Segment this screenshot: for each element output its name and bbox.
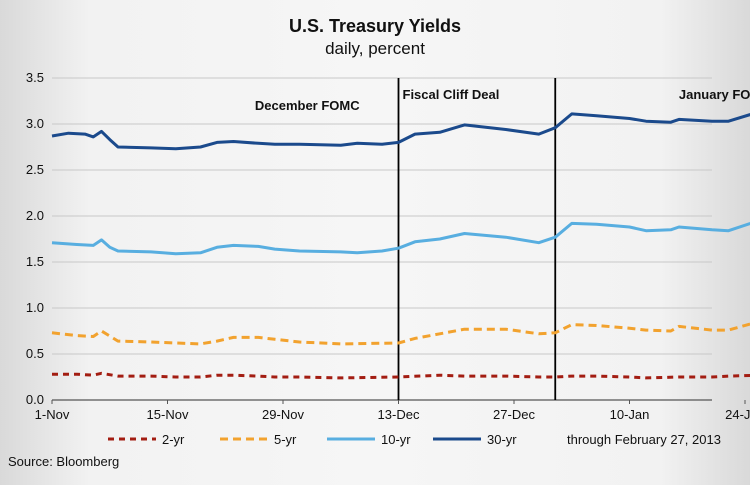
x-tick-label: 10-Jan [610,407,650,422]
x-tick-label: 13-Dec [378,407,420,422]
series-line-2-yr [52,371,750,380]
legend-label: 2-yr [162,432,185,447]
plot-area: 0.0 0.5 1.0 1.5 2.0 2.5 3.0 3.5 1-Nov 15-Nov 29-No… [26,70,750,422]
series-line-5-yr [51,322,750,346]
y-tick-label: 1.5 [26,254,44,269]
y-tick-label: 3.5 [26,70,44,85]
chart-title: U.S. Treasury Yields [289,16,461,36]
legend: 2-yr 5-yr 10-yr 30-yr through February 27, 2… [108,432,721,447]
annotation-label: January FOMC [679,87,750,102]
legend-label: 30-yr [487,432,517,447]
chart-subtitle: daily, percent [325,39,425,58]
legend-label: 10-yr [381,432,411,447]
y-tick-label: 2.0 [26,208,44,223]
x-tick-label: 24-Jan [725,407,750,422]
y-tick-label: 2.5 [26,162,44,177]
series-line-10-yr [51,221,750,256]
y-tick-label: 0.5 [26,346,44,361]
x-tick-label: 27-Dec [493,407,535,422]
x-tick-label: 29-Nov [262,407,304,422]
x-tick-label: 1-Nov [35,407,70,422]
y-tick-label: 3.0 [26,116,44,131]
y-tick-label: 0.0 [26,392,44,407]
y-tick-label: 1.0 [26,300,44,315]
legend-label: 5-yr [274,432,297,447]
legend-note: through February 27, 2013 [567,432,721,447]
series-line-30-yr [51,112,750,151]
annotation-label: Fiscal Cliff Deal [403,87,500,102]
annotation-label: December FOMC [255,98,360,113]
source-note: Source: Bloomberg [8,454,119,469]
x-tick-label: 15-Nov [147,407,189,422]
